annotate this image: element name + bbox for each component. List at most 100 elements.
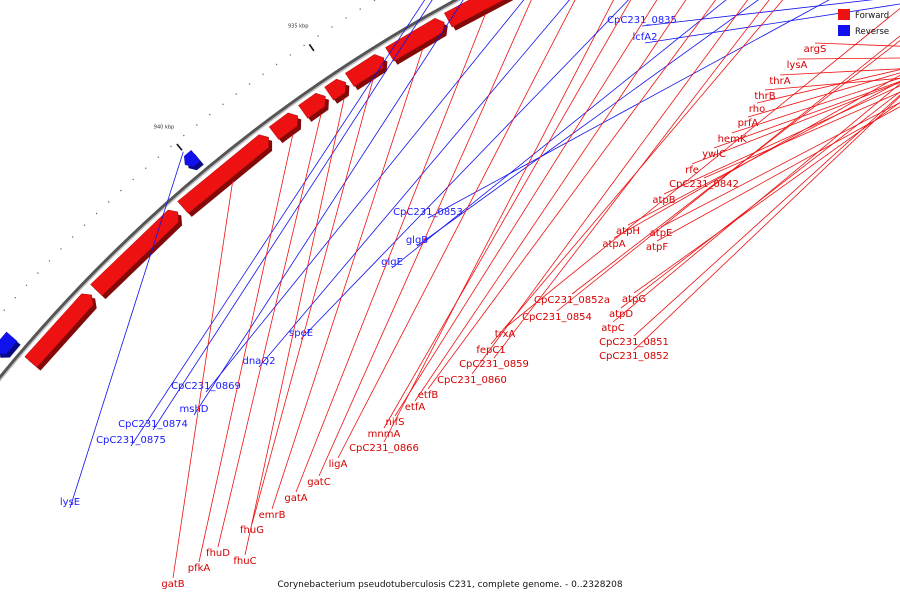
- gene-gatA[interactable]: [443, 0, 515, 31]
- gene-label: ligA: [329, 459, 348, 470]
- gene-label: mshD: [180, 404, 209, 415]
- ruler-dot: [262, 73, 264, 75]
- backbone-highlight: [0, 0, 462, 382]
- gene-label: etfB: [418, 390, 439, 401]
- gene-labels: argS lysA thrA thrB CpC231_0835 lcfA2 rho prfA h…: [60, 0, 900, 590]
- ruler-dot: [183, 134, 185, 137]
- legend-swatch-forward: [838, 9, 850, 20]
- label-leader: [391, 0, 727, 269]
- label-leader: [691, 81, 900, 165]
- gene-fhuD[interactable]: [298, 92, 329, 122]
- gene-label: CpC231_0852: [599, 351, 669, 362]
- label-leader: [217, 113, 322, 548]
- gene-label: nifS: [386, 417, 405, 428]
- ruler-dot: [359, 8, 361, 10]
- gene-label: thrA: [769, 76, 790, 87]
- gene-label: dnaQ2: [242, 356, 275, 367]
- label-leader: [193, 0, 464, 416]
- gene-label: CpC231_0869: [171, 381, 241, 392]
- gene-label: CpC231_0866: [349, 443, 419, 454]
- gene-label: trxA: [495, 329, 516, 340]
- gene-label: rho: [749, 104, 765, 115]
- label-leader: [337, 0, 576, 459]
- gene-label: mnmA: [368, 429, 401, 440]
- label-leader: [383, 0, 632, 429]
- gene-lysE[interactable]: [184, 149, 204, 171]
- gene-feature[interactable]: [0, 331, 21, 358]
- label-leader: [383, 0, 614, 443]
- gene-fhuG[interactable]: [344, 54, 388, 91]
- gene-label: CpC231_0874: [118, 419, 188, 430]
- gene-gatB[interactable]: [177, 134, 273, 217]
- label-leader: [663, 85, 900, 195]
- label-leader: [620, 91, 900, 309]
- gene-label: CpC231_0851: [599, 337, 669, 348]
- gene-emrB[interactable]: [385, 18, 448, 65]
- label-leader: [556, 35, 900, 312]
- gene-label: fhuD: [206, 548, 230, 559]
- ruler-dot: [60, 248, 62, 250]
- label-leader: [490, 0, 784, 345]
- gene-arrow: [268, 112, 298, 140]
- gene-label: hemK: [718, 134, 747, 145]
- gene-label: CpC231_0854: [522, 312, 592, 323]
- genome-backbone: [0, 0, 462, 382]
- label-leader: [747, 72, 900, 118]
- gene-label: etfA: [405, 402, 426, 413]
- gene-label: atpC: [601, 323, 624, 334]
- ruler-dot: [72, 236, 74, 238]
- label-leader: [318, 0, 532, 477]
- ruler-dot: [235, 93, 237, 95]
- ruler-dot: [209, 113, 211, 116]
- ruler-dot: [157, 156, 159, 158]
- gene-label: gatB: [161, 579, 184, 590]
- gene-arrow: [0, 331, 18, 355]
- gene-label: argS: [804, 44, 827, 55]
- map-caption: Corynebacterium pseudotuberculosis C231,…: [277, 580, 623, 590]
- label-leader: [703, 91, 900, 179]
- ruler-dot: [37, 272, 39, 274]
- ruler-dot: [373, 0, 376, 2]
- gene-pfkA[interactable]: [268, 112, 302, 144]
- ruler-dot: [345, 17, 347, 19]
- ruler-dot: [196, 124, 198, 126]
- gene-label: fhuG: [240, 525, 264, 536]
- scale-tick-label: 940 kbp: [154, 125, 174, 131]
- ruler-dot: [83, 224, 86, 226]
- scale-tick: [176, 143, 183, 151]
- gene-feature[interactable]: [24, 293, 97, 371]
- scale-ticks: 885 kbp890 kbp895 kbp900 kbp905 kbp910 k…: [3, 0, 376, 311]
- label-leader: [471, 0, 749, 375]
- label-leader: [394, 0, 658, 417]
- ruler-dot: [331, 26, 333, 28]
- label-leader: [295, 13, 486, 493]
- gene-feature[interactable]: [90, 209, 183, 300]
- gene-label: CpC231_0875: [96, 435, 166, 446]
- label-leader: [130, 0, 426, 447]
- gene-label: atpB: [652, 195, 675, 206]
- gene-label: CpC231_0859: [459, 359, 529, 370]
- gene-arrow: [90, 209, 179, 296]
- ruler-dot: [48, 260, 51, 262]
- ruler-dot: [108, 201, 110, 203]
- gene-label: lcfA2: [633, 32, 658, 43]
- label-leader: [198, 134, 294, 563]
- gene-label: rfe: [685, 165, 699, 176]
- gene-arrow-shadow: [447, 0, 514, 31]
- gene-label: ywlC: [702, 149, 726, 160]
- backbone-line: [0, 0, 459, 380]
- label-leader: [814, 42, 900, 47]
- ruler-dot: [222, 103, 224, 106]
- ruler-dot: [14, 297, 16, 299]
- gene-label: fepC1: [476, 345, 505, 356]
- label-leader: [713, 81, 900, 149]
- ruler-dot: [95, 212, 98, 215]
- gene-label: atpF: [646, 242, 668, 253]
- label-leader: [427, 0, 830, 219]
- gene-arrow: [298, 92, 326, 119]
- gene-label: CpC231_0853: [393, 207, 463, 218]
- gene-label: CpC231_0835: [607, 15, 677, 26]
- gene-label: thrB: [754, 91, 775, 102]
- label-leader: [571, 40, 900, 295]
